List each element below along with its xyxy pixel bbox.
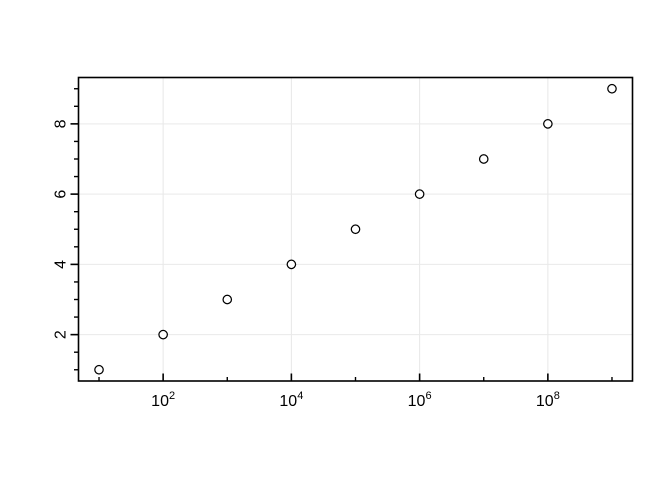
data-point	[350, 224, 361, 235]
data-point	[543, 119, 553, 129]
data-point	[158, 329, 168, 340]
data-point	[94, 364, 104, 375]
x-tick-label: 102	[151, 390, 175, 410]
y-tick-label: 6	[53, 190, 70, 199]
y-tick-label: 2	[53, 330, 70, 339]
x-tick-label: 104	[279, 390, 303, 410]
data-point	[478, 154, 489, 164]
y-tick-label: 4	[53, 260, 70, 269]
data-point	[414, 189, 425, 199]
data-point	[222, 294, 233, 305]
data-point	[607, 83, 617, 94]
y-tick-label: 8	[53, 119, 70, 128]
x-tick-label: 108	[536, 390, 560, 410]
x-tick-label: 106	[408, 390, 432, 410]
data-point	[286, 259, 297, 270]
